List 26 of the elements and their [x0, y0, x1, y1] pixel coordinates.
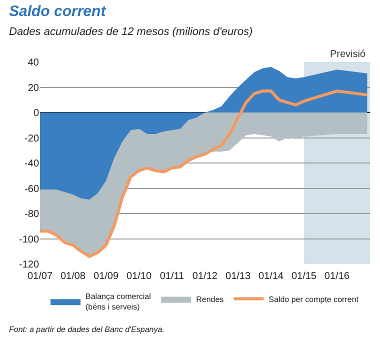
y-tick-label: 0 — [33, 108, 40, 119]
chart-title: Saldo corrent — [9, 3, 107, 20]
y-tick-label: -40 — [24, 158, 40, 170]
y-tick-label: -60 — [24, 184, 40, 195]
x-tick-label: 01/14 — [258, 271, 284, 282]
x-tick-label: 01/08 — [60, 271, 86, 282]
text: Font: a partir de dades del Banc d'Espanya. — [9, 325, 164, 334]
x-tick-label: 01/15 — [291, 271, 317, 282]
y-tick-label: -20 — [24, 133, 40, 144]
y-tick-label: -80 — [24, 209, 40, 220]
legend-label: Saldo per compte corrent — [268, 294, 360, 304]
x-tick-label: 01/11 — [160, 271, 185, 282]
y-tick-label: 20 — [28, 82, 40, 94]
x-tick-label: 01/10 — [126, 271, 152, 282]
x-tick-label: 01/07 — [27, 271, 53, 282]
x-tick-label: 01/09 — [94, 271, 119, 282]
x-tick-label: 01/13 — [226, 271, 251, 282]
y-tick-label: 40 — [28, 58, 40, 68]
band-label: Previsió — [330, 49, 366, 60]
y-tick-label: -120 — [18, 260, 40, 270]
chart-subtitle: Dades acumulades de 12 mesos (milions d'euros) — [9, 26, 253, 38]
x-tick-label: 01/12 — [192, 271, 218, 282]
legend-label: Balança comercial (béns i serveis) — [86, 292, 152, 312]
legend-label: Rendes — [196, 294, 224, 304]
x-tick-label: 01/16 — [324, 271, 350, 282]
y-tick-label: -100 — [18, 234, 40, 246]
